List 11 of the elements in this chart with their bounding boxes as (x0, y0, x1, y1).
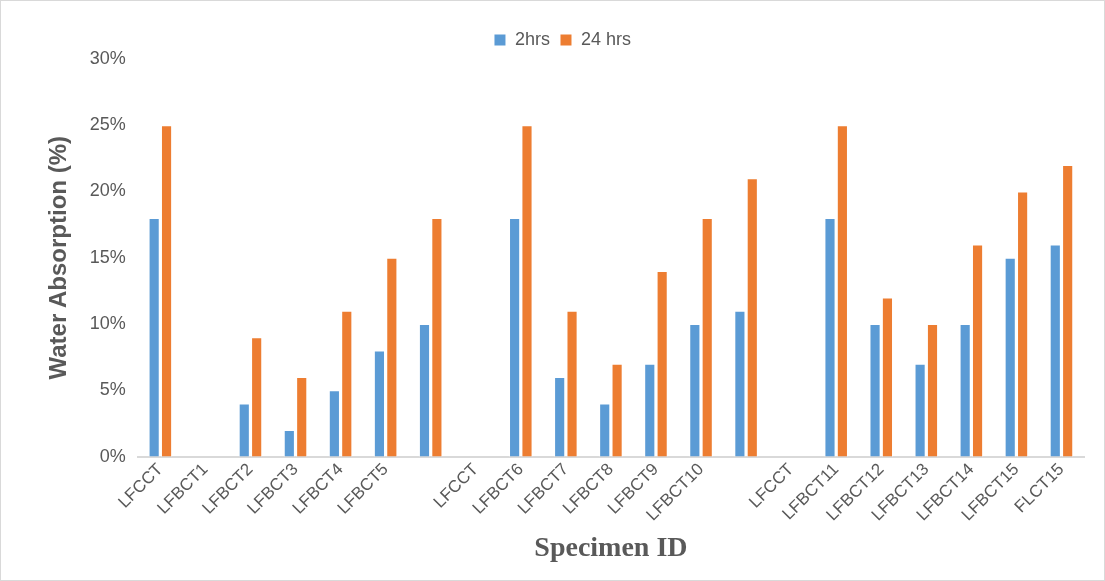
y-tick-label: 20% (89, 180, 126, 201)
y-tick-label: 15% (89, 246, 126, 267)
y-tick-label: 25% (89, 114, 126, 135)
legend-label: 24 hrs (580, 28, 632, 49)
y-tick-label: 10% (89, 312, 126, 333)
y-tick-label: 0% (99, 445, 126, 466)
x-axis-title: Specimen ID (534, 531, 688, 563)
y-axis-title: Water Absorption (%) (44, 135, 72, 380)
y-tick-label: 30% (89, 47, 126, 68)
legend-label: 2hrs (514, 28, 550, 49)
y-tick-label: 5% (99, 379, 126, 400)
